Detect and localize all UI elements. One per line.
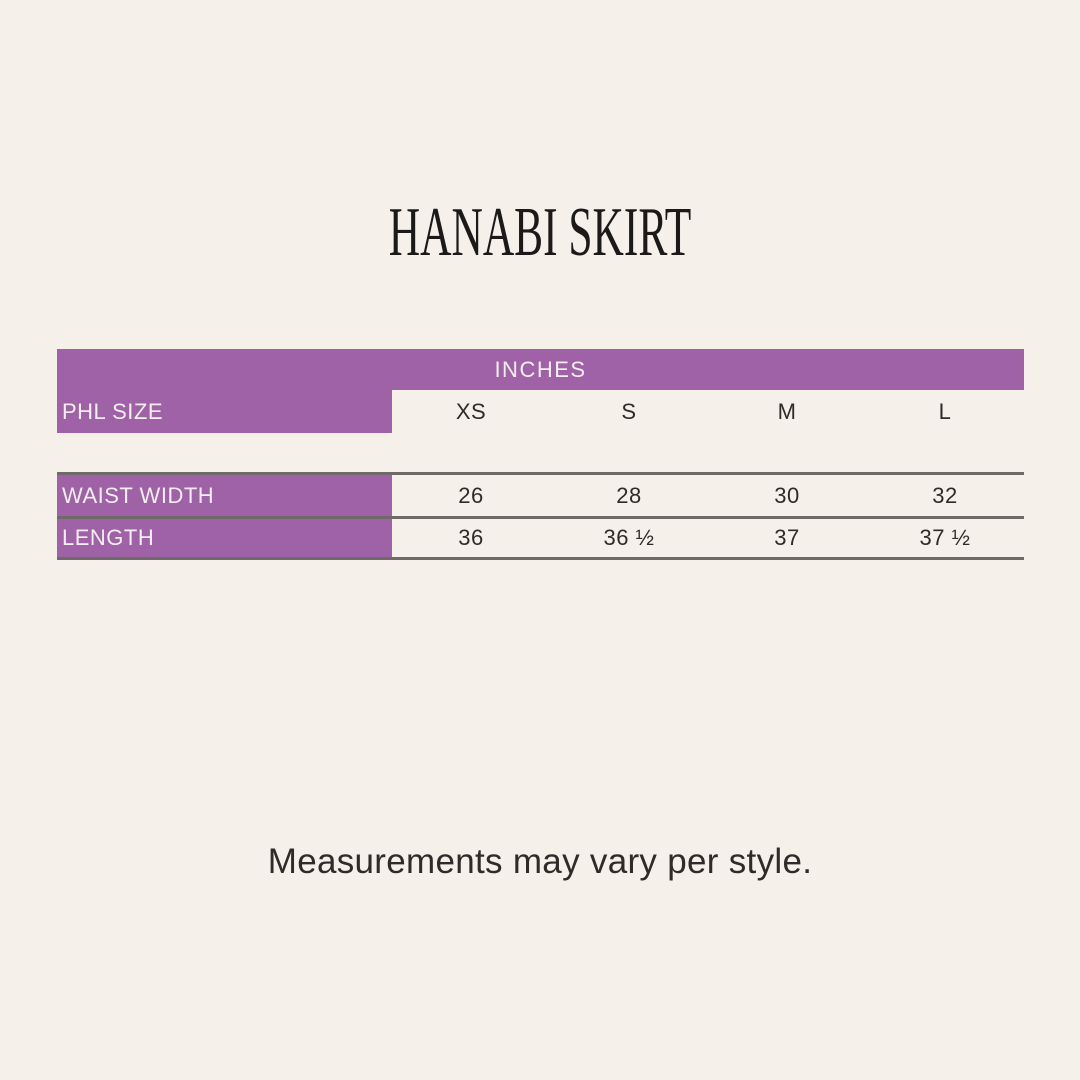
waist-value-s: 28 <box>616 482 642 508</box>
length-value-s: 36 ½ <box>603 525 655 550</box>
size-chart-table: INCHES PHL SIZE XS S M L WAIST WIDTH 26 … <box>57 349 1024 560</box>
waist-value-xs: 26 <box>458 482 484 508</box>
size-col-l: L <box>938 398 952 424</box>
length-value-m: 37 <box>774 525 800 550</box>
unit-header: INCHES <box>57 349 1024 390</box>
footnote: Measurements may vary per style. <box>267 842 813 881</box>
waist-value-l: 32 <box>932 482 958 508</box>
waist-values: 26 28 30 32 <box>392 475 1024 516</box>
length-values: 36 36 ½ 37 37 ½ <box>392 519 1024 557</box>
length-value-l: 37 ½ <box>919 525 971 550</box>
measurement-section: WAIST WIDTH 26 28 30 32 LENGTH 36 36 ½ 3… <box>57 472 1024 560</box>
size-col-s: S <box>621 398 637 424</box>
table-spacer <box>57 433 1024 472</box>
measurement-row-length: LENGTH 36 36 ½ 37 37 ½ <box>57 516 1024 557</box>
measurement-row-waist: WAIST WIDTH 26 28 30 32 <box>57 475 1024 516</box>
length-value-xs: 36 <box>458 525 484 550</box>
size-header-row: PHL SIZE XS S M L <box>57 390 1024 433</box>
size-columns: XS S M L <box>392 390 1024 433</box>
unit-header-label: INCHES <box>494 356 587 382</box>
size-label-cell: PHL SIZE <box>57 390 392 433</box>
row-label-waist: WAIST WIDTH <box>57 475 392 516</box>
page-title: HANABI SKIRT <box>388 194 692 271</box>
size-col-xs: XS <box>455 398 487 424</box>
row-label-length: LENGTH <box>57 519 392 557</box>
waist-value-m: 30 <box>774 482 800 508</box>
size-col-m: M <box>777 398 797 424</box>
